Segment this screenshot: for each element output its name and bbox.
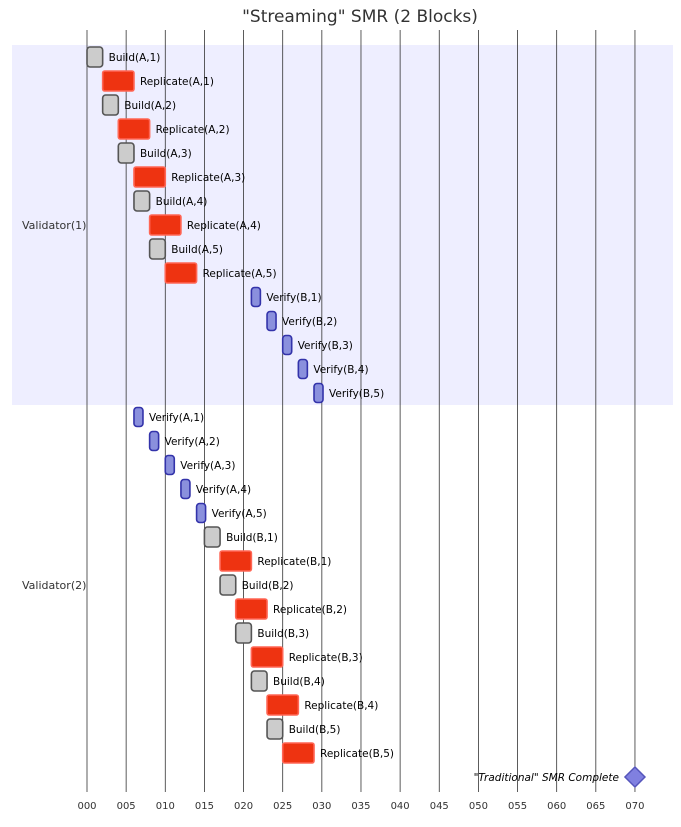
task-bar-verify — [133, 406, 144, 428]
task-label: Verify(B,1) — [266, 292, 321, 304]
task-label: Replicate(B,2) — [273, 604, 347, 616]
task-label: Replicate(A,2) — [156, 124, 230, 136]
x-tick-label: 035 — [351, 801, 370, 812]
task-bars: Build(A,1) Replicate(A,1) Build(A,2) Replic… — [86, 46, 394, 764]
section-label-validator-2: Validator(2) — [22, 579, 86, 592]
task-bar-build — [117, 142, 135, 164]
task-bar-build — [133, 190, 151, 212]
task-bar-build — [234, 622, 253, 644]
grid-lines — [86, 30, 636, 792]
x-tick-label: 040 — [391, 801, 410, 812]
task-bar-verify — [148, 430, 160, 452]
x-tick-label: 060 — [547, 801, 566, 812]
x-tick-label: 065 — [586, 801, 605, 812]
task-label: Build(B,2) — [242, 580, 294, 592]
milestone-diamond — [623, 765, 647, 789]
task-bar-build — [101, 94, 120, 116]
task-bar-verify — [281, 334, 293, 356]
section-label-validator-1: Validator(1) — [22, 219, 86, 232]
task-label: Verify(A,5) — [212, 508, 267, 520]
task-bar-verify — [266, 310, 277, 332]
x-tick-label: 070 — [625, 801, 644, 812]
x-tick-label: 010 — [156, 801, 175, 812]
task-label: Replicate(B,5) — [320, 748, 394, 760]
task-bar-verify — [297, 358, 309, 380]
task-label: Verify(A,3) — [180, 460, 235, 472]
task-label: Verify(B,3) — [298, 340, 353, 352]
task-label: Build(B,1) — [226, 532, 278, 544]
task-label: Verify(B,5) — [329, 388, 384, 400]
task-bar-build — [266, 718, 284, 740]
task-label: Replicate(A,5) — [203, 268, 277, 280]
task-bar-replicate — [101, 70, 135, 92]
task-label: Build(B,3) — [257, 628, 309, 640]
task-bar-build — [148, 238, 167, 260]
x-tick-label: 000 — [77, 801, 96, 812]
task-label: Replicate(A,4) — [187, 220, 261, 232]
task-label: Build(A,5) — [171, 244, 223, 256]
task-label: Replicate(A,1) — [140, 76, 214, 88]
task-bar-replicate — [281, 742, 315, 764]
section-background-validator-1 — [12, 45, 673, 405]
task-bar-replicate — [164, 262, 198, 284]
x-tick-label: 015 — [195, 801, 214, 812]
x-tick-label: 020 — [234, 801, 253, 812]
x-tick-label: 055 — [508, 801, 527, 812]
task-bar-replicate — [219, 550, 253, 572]
task-bar-verify — [250, 286, 262, 308]
task-label: Build(B,4) — [273, 676, 325, 688]
milestone-label: "Traditional" SMR Complete — [474, 772, 619, 784]
task-bar-verify — [313, 382, 324, 404]
x-axis-tick-labels: 000 005 010 015 020 025 030 035 040 045 050 055 060 0… — [77, 801, 644, 812]
milestone: "Traditional" SMR Complete — [474, 765, 647, 789]
task-label: Replicate(A,3) — [171, 172, 245, 184]
task-bar-build — [219, 574, 237, 596]
task-label: Replicate(B,3) — [289, 652, 363, 664]
task-label: Build(B,5) — [289, 724, 341, 736]
task-label: Build(A,2) — [124, 100, 176, 112]
task-label: Replicate(B,4) — [304, 700, 378, 712]
task-label: Verify(A,2) — [165, 436, 220, 448]
x-tick-label: 005 — [117, 801, 136, 812]
task-label: Verify(B,2) — [282, 316, 337, 328]
task-bar-build — [250, 670, 268, 692]
task-bar-replicate — [234, 598, 268, 620]
x-tick-label: 025 — [273, 801, 292, 812]
task-bar-verify — [164, 454, 176, 476]
task-label: Verify(A,4) — [196, 484, 251, 496]
task-bar-verify — [195, 502, 207, 524]
task-bar-replicate — [266, 694, 300, 716]
task-label: Build(A,4) — [156, 196, 208, 208]
task-bar-verify — [180, 478, 191, 500]
task-bar-replicate — [117, 118, 151, 140]
task-bar-build — [86, 46, 104, 68]
chart-title: "Streaming" SMR (2 Blocks) — [242, 7, 478, 27]
task-label: Build(A,1) — [109, 52, 161, 64]
x-tick-label: 045 — [430, 801, 449, 812]
task-bar-build — [203, 526, 221, 548]
x-tick-label: 030 — [312, 801, 331, 812]
task-bar-replicate — [250, 646, 284, 668]
task-bar-replicate — [133, 166, 167, 188]
task-label: Build(A,3) — [140, 148, 192, 160]
task-bar-replicate — [148, 214, 182, 236]
task-label: Verify(B,4) — [313, 364, 368, 376]
task-label: Replicate(B,1) — [257, 556, 331, 568]
task-label: Verify(A,1) — [149, 412, 204, 424]
x-tick-label: 050 — [469, 801, 488, 812]
